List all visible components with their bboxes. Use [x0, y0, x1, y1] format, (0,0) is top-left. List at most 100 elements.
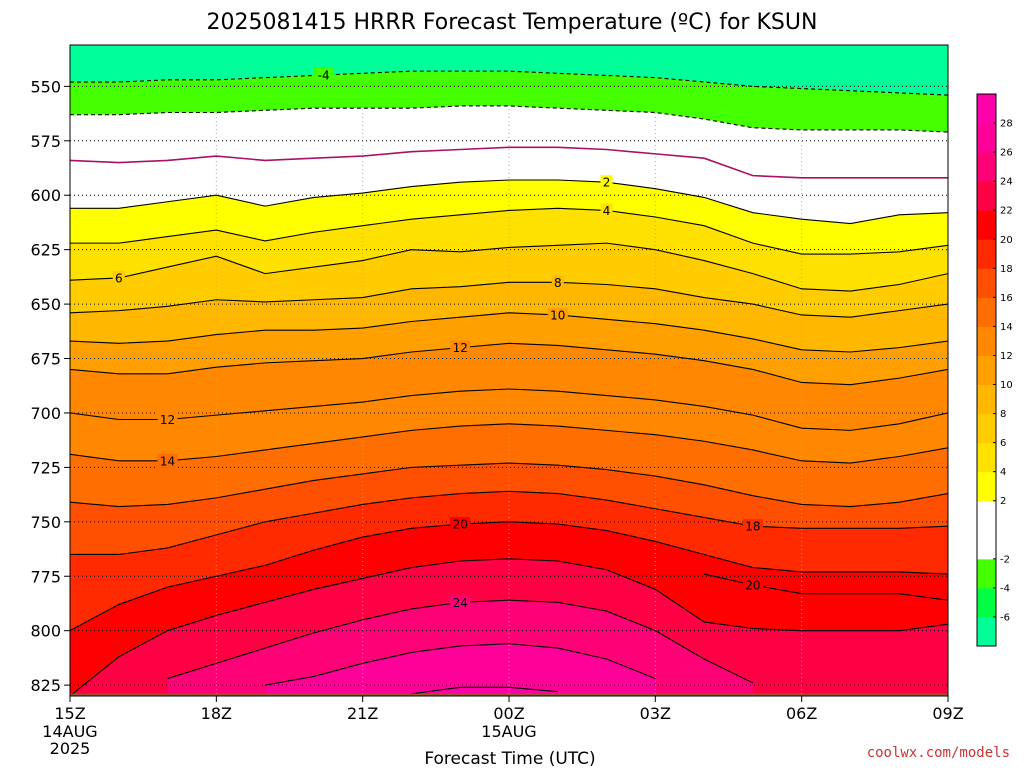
y-tick-label: 600: [30, 186, 61, 205]
colorbar-swatch: [977, 210, 996, 240]
colorbar-tick-label: 10: [1000, 380, 1013, 391]
y-tick-label: 800: [30, 622, 61, 641]
x-tick-label: 15Z: [54, 704, 85, 723]
contour-label-bg: [551, 275, 564, 290]
contour-line: [70, 179, 948, 225]
colorbar-tick-label: -2: [1000, 554, 1010, 565]
x-tick-sublabel: 15AUG: [481, 722, 536, 741]
contour-label-bg: [600, 175, 613, 190]
contour-line: [70, 490, 948, 556]
contour-label-bg: [600, 203, 613, 218]
y-tick-label: 700: [30, 404, 61, 423]
contour-label: 14: [160, 454, 175, 468]
colorbar-swatch: [977, 413, 996, 444]
x-tick-label: 21Z: [347, 704, 378, 723]
band-fill: [70, 45, 948, 96]
x-tick-label: 18Z: [201, 704, 232, 723]
colorbar-swatch: [977, 239, 996, 269]
contour-label-bg: [157, 453, 178, 468]
colorbar-tick-label: 8: [1000, 409, 1006, 420]
colorbar-tick-label: 6: [1000, 438, 1006, 449]
contour-line: [70, 462, 948, 508]
colorbar-swatch: [977, 123, 996, 153]
colorbar-swatch: [977, 616, 996, 647]
colorbar-swatch: [977, 529, 996, 560]
contour-label-bg: [742, 519, 763, 534]
contour-line: [70, 312, 948, 353]
y-tick-label: 625: [30, 241, 61, 260]
contour-label: 6: [115, 271, 123, 285]
y-tick-label: 675: [30, 350, 61, 369]
contour-fills: [70, 45, 948, 696]
x-tick-sublabel: 2025: [50, 739, 91, 758]
credit-text: coolwx.com/models: [867, 745, 1010, 761]
contour-line: [70, 207, 948, 255]
contour-label: 2: [603, 176, 611, 190]
colorbar-swatch: [977, 384, 996, 415]
x-tick-label: 06Z: [786, 704, 817, 723]
colorbar-swatch: [977, 587, 996, 618]
x-tick-sublabel: 14AUG: [42, 722, 97, 741]
contour-line: [411, 686, 558, 695]
colorbar-tick-label: 18: [1000, 264, 1013, 275]
chart-title: 2025081415 HRRR Forecast Temperature (ºC…: [207, 10, 818, 35]
contour-label: 18: [745, 520, 760, 534]
colorbar-swatch: [977, 152, 996, 182]
colorbar-swatch: [977, 355, 996, 386]
colorbar-tick-label: 4: [1000, 467, 1006, 478]
contour-line: [70, 281, 948, 318]
colorbar-tick-label: 2: [1000, 496, 1006, 507]
colorbar-swatch: [977, 94, 996, 124]
colorbar-swatch: [977, 442, 996, 473]
colorbar-tick-label: -4: [1000, 583, 1010, 594]
contour-line: [70, 242, 948, 292]
colorbar-tick-label: 26: [1000, 148, 1013, 159]
colorbar-swatch: [977, 500, 996, 531]
contour-label: 8: [554, 276, 562, 290]
colorbar-swatch: [977, 268, 996, 298]
y-tick-label: 775: [30, 567, 61, 586]
band-fill: [265, 643, 656, 696]
contour-label-bg: [157, 412, 178, 427]
contour-label: 10: [550, 308, 565, 322]
contour-label-bg: [112, 270, 125, 285]
contour-label: 24: [453, 596, 468, 610]
colorbar-tick-label: 12: [1000, 351, 1013, 362]
colorbar-tick-label: 16: [1000, 293, 1013, 304]
contour-label-bg: [450, 516, 471, 531]
colorbar-tick-label: 20: [1000, 235, 1013, 246]
y-tick-label: 650: [30, 295, 61, 314]
contour-label: -4: [318, 69, 330, 83]
colorbar-swatch: [977, 558, 996, 589]
contour-label: 20: [745, 578, 760, 592]
contour-line: [70, 388, 948, 431]
contour-label-bg: [450, 340, 471, 355]
colorbar-tick-label: 28: [1000, 119, 1013, 130]
y-tick-label: 750: [30, 513, 61, 532]
colorbar-swatch: [977, 297, 996, 327]
colorbar-swatch: [977, 326, 996, 356]
contour-line: [70, 423, 948, 464]
contour-line: [70, 558, 948, 696]
x-axis-label: Forecast Time (UTC): [424, 749, 595, 768]
x-tick-label: 00Z: [493, 704, 524, 723]
contour-label-bg: [450, 595, 471, 610]
contour-label-bg: [313, 68, 334, 83]
x-tick-label: 03Z: [640, 704, 671, 723]
contour-label: 4: [603, 204, 611, 218]
y-tick-label: 550: [30, 77, 61, 96]
contour-label: 20: [453, 517, 468, 531]
ground-strip: [70, 693, 948, 696]
contour-line: [70, 521, 948, 632]
x-tick-label: 09Z: [932, 704, 963, 723]
y-tick-label: 725: [30, 458, 61, 477]
colorbar-tick-label: 24: [1000, 177, 1013, 188]
contour-label: 12: [453, 341, 468, 355]
y-tick-label: 575: [30, 132, 61, 151]
colorbar-swatch: [977, 471, 996, 502]
